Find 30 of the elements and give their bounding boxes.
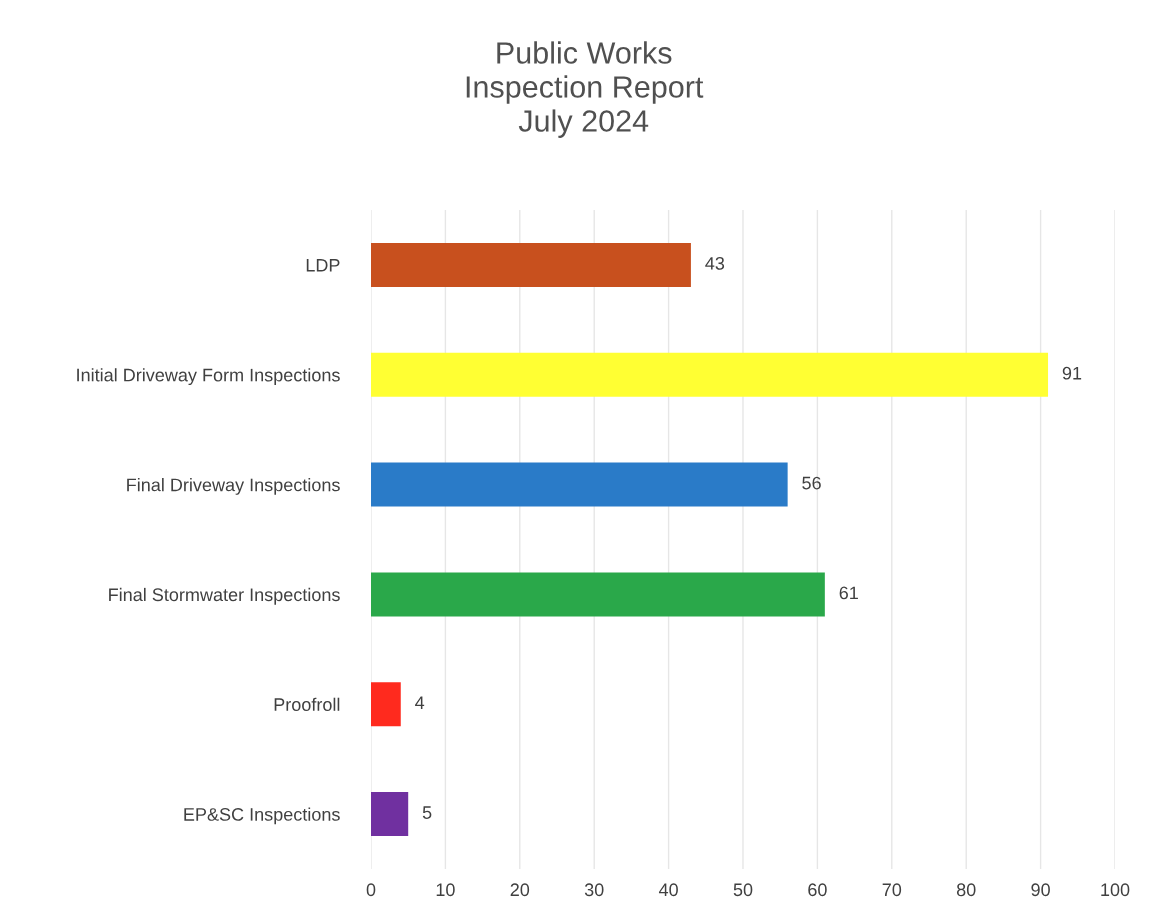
data-label: 4 [415, 696, 425, 709]
data-label: 5 [422, 806, 432, 819]
x-tick-label: 10 [436, 883, 455, 897]
y-tick-label: Final Driveway Inspections [127, 478, 340, 495]
x-tick-label: 30 [584, 883, 604, 897]
y-tick-label: Final Stormwater Inspections [109, 587, 340, 605]
y-tick-label: EP&SC Inspections [184, 807, 340, 825]
y-tick-label: LDP [306, 259, 340, 272]
bar [371, 572, 825, 617]
chart-title: Public Works Inspection Report July 2024 [466, 41, 704, 138]
data-label: 91 [1062, 366, 1082, 380]
x-tick-label: 70 [882, 883, 902, 897]
x-tick-label: 40 [658, 883, 678, 897]
x-tick-label: 60 [808, 883, 827, 897]
bar [371, 792, 409, 837]
x-tick-label: 90 [1031, 883, 1050, 897]
x-tick-label: 100 [1101, 883, 1130, 897]
x-tick-label: 80 [956, 883, 976, 897]
data-label: 56 [802, 476, 821, 490]
bar [371, 242, 691, 287]
bar [371, 352, 1049, 397]
data-label: 61 [839, 586, 858, 600]
x-tick-label: 20 [510, 883, 530, 897]
x-tick-label: 50 [733, 883, 753, 897]
data-label: 43 [705, 256, 725, 270]
bar [371, 682, 401, 727]
bar [371, 462, 788, 507]
x-tick-label: 0 [366, 883, 376, 897]
y-tick-label: Proofroll [274, 697, 340, 711]
y-tick-label: Initial Driveway Form Inspections [77, 368, 340, 386]
